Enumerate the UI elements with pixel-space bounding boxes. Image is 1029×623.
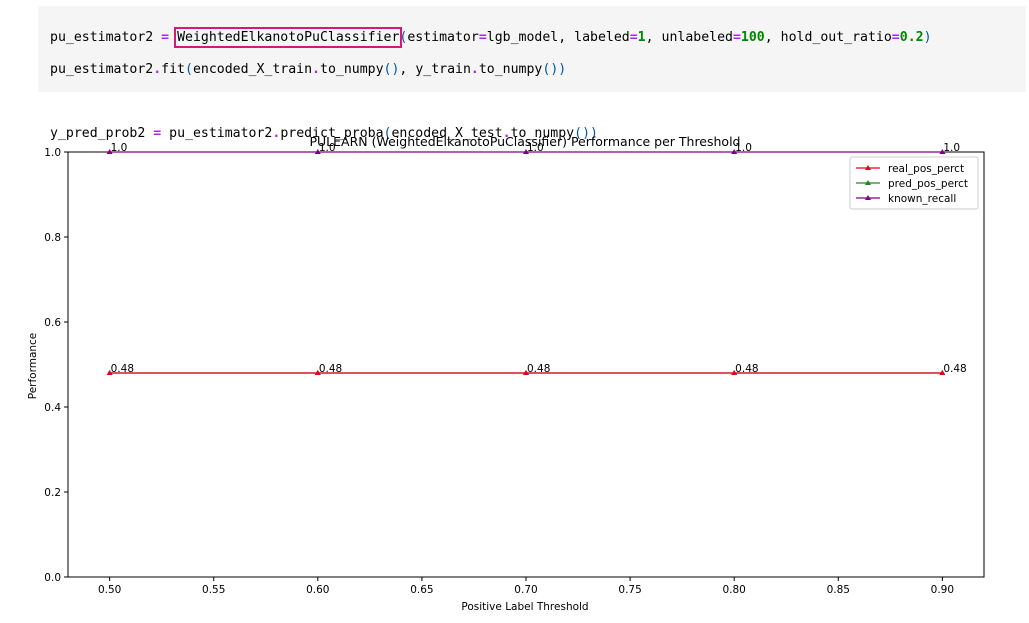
code-token: = — [732, 30, 741, 45]
data-label: 0.48 — [111, 363, 134, 375]
code-token: unlabeled — [661, 30, 733, 45]
x-tick-label: 0.85 — [827, 584, 850, 596]
data-point-known_recall — [314, 149, 321, 154]
x-tick-label: 0.50 — [98, 584, 121, 596]
code-token: = — [161, 30, 170, 45]
code-token: lgb_model — [486, 30, 559, 45]
x-axis-label: Positive Label Threshold — [461, 601, 588, 613]
code-token: () — [383, 62, 400, 77]
code-token: estimator — [407, 30, 479, 45]
performance-chart: PULEARN (WeightedElkanotoPuClassifier) P… — [27, 134, 985, 613]
code-token: y_pred_prob2 — [50, 126, 146, 141]
y-tick-label: 1.0 — [44, 147, 61, 159]
code-line-1: pu_estimator2 = WeightedElkanotoPuClassi… — [50, 27, 1026, 48]
code-token: ) — [923, 30, 932, 45]
code-token: 100 — [740, 30, 765, 45]
code-token: labeled — [574, 30, 630, 45]
code-token: = — [891, 30, 900, 45]
code-token: to_numpy — [320, 62, 384, 77]
data-label: 1.0 — [319, 142, 336, 154]
data-label: 0.48 — [943, 363, 966, 375]
data-label: 1.0 — [735, 142, 752, 154]
data-point-real_pos_perct — [106, 370, 113, 375]
data-label: 0.48 — [319, 363, 342, 375]
code-token: = — [478, 30, 487, 45]
x-tick-label: 0.65 — [410, 584, 433, 596]
code-token: ( — [399, 30, 408, 45]
code-token: pu_estimator2 — [50, 62, 154, 77]
code-token: , — [558, 30, 575, 45]
code-token: pu_estimator2 — [50, 30, 154, 45]
data-point-known_recall — [106, 149, 113, 154]
code-token: . — [153, 62, 162, 77]
code-token: predict_proba — [280, 126, 384, 141]
code-token: hold_out_ratio — [780, 30, 892, 45]
data-label: 1.0 — [943, 142, 960, 154]
data-point-known_recall — [731, 149, 738, 154]
data-label: 1.0 — [111, 142, 128, 154]
code-token: = — [629, 30, 638, 45]
data-point-real_pos_perct — [314, 370, 321, 375]
data-point-real_pos_perct — [523, 370, 529, 375]
code-token: , — [645, 30, 662, 45]
legend-marker-known_recall — [865, 195, 871, 200]
code-token: to_numpy — [510, 126, 575, 141]
highlighted-classname: WeightedElkanotoPuClassifier — [174, 27, 403, 48]
y-tick-label: 0.6 — [44, 317, 61, 329]
y-tick-label: 0.2 — [44, 487, 61, 499]
y-tick-label: 0.4 — [44, 402, 61, 414]
y-axis-label: Performance — [27, 333, 39, 400]
data-label: 0.48 — [735, 363, 758, 375]
code-token: pu_estimator2 — [169, 126, 273, 141]
data-point-known_recall — [523, 149, 529, 154]
x-tick-label: 0.60 — [306, 584, 329, 596]
code-token: ) — [590, 126, 598, 141]
code-token: encoded_X_test — [391, 126, 503, 141]
code-token: y_train — [415, 62, 471, 77]
data-label: 0.48 — [527, 363, 550, 375]
code-token: . — [312, 62, 320, 77]
code-token: to_numpy — [478, 62, 543, 77]
code-token: . — [502, 126, 511, 141]
code-token: () — [542, 62, 559, 77]
legend-entry-pred_pos_perct: pred_pos_perct — [888, 178, 968, 190]
legend-marker-real_pos_perct — [865, 165, 871, 170]
x-tick-label: 0.55 — [202, 584, 225, 596]
x-tick-label: 0.80 — [722, 584, 745, 596]
code-line-3: y_pred_prob2 = pu_estimator2.predict_pro… — [50, 126, 1026, 142]
code-token: . — [470, 62, 479, 77]
plot-frame — [67, 151, 985, 578]
x-tick-label: 0.90 — [931, 584, 954, 596]
y-tick-label: 0.0 — [44, 572, 61, 584]
code-token: , — [764, 30, 781, 45]
legend-marker-pred_pos_perct — [865, 180, 871, 185]
legend-entry-known_recall: known_recall — [888, 193, 956, 205]
x-tick-label: 0.70 — [514, 584, 537, 596]
code-token: . — [272, 126, 281, 141]
legend-entry-real_pos_perct: real_pos_perct — [888, 163, 964, 175]
code-token: 1 — [637, 30, 646, 45]
code-cell[interactable]: pu_estimator2 = WeightedElkanotoPuClassi… — [38, 6, 1026, 141]
code-token: , — [399, 62, 416, 77]
code-token: ) — [558, 62, 567, 77]
code-line-2: pu_estimator2.fit(encoded_X_train.to_num… — [50, 62, 1026, 78]
code-token: fit — [161, 62, 185, 77]
data-label: 1.0 — [527, 142, 544, 154]
code-token: () — [574, 126, 591, 141]
code-token: encoded_X_train — [192, 62, 313, 77]
code-token: ( — [383, 126, 392, 141]
y-tick-label: 0.8 — [44, 232, 61, 244]
data-point-known_recall — [939, 149, 946, 154]
code-token: = — [153, 126, 162, 141]
data-point-real_pos_perct — [731, 370, 738, 375]
x-tick-label: 0.75 — [618, 584, 641, 596]
code-token: 0.2 — [899, 30, 924, 45]
legend-frame — [849, 156, 979, 210]
data-point-real_pos_perct — [939, 370, 946, 375]
chart-title: PULEARN (WeightedElkanotoPuClassifier) P… — [309, 134, 740, 149]
code-token: ( — [185, 62, 193, 77]
legend: real_pos_perct pred_pos_perct known_recall — [849, 156, 979, 210]
